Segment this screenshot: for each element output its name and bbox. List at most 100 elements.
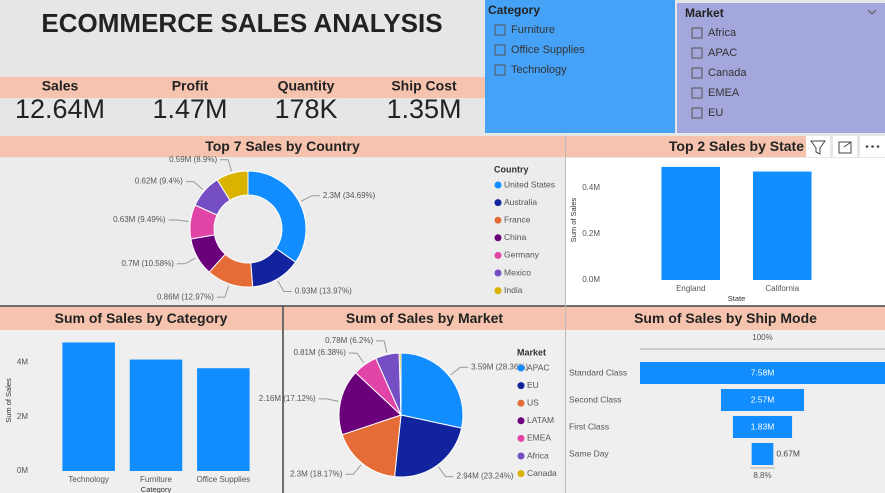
category-label: Standard Class [569,367,627,377]
data-label: 0.67M [776,448,800,458]
y-axis-title: Sum of Sales [569,197,578,242]
legend-label: Mexico [504,267,531,277]
checkbox[interactable] [691,87,703,99]
market-slicer[interactable] [677,3,885,133]
chart-title: Sum of Sales by Market [346,310,504,326]
leader-line [376,340,388,353]
legend-label: EMEA [527,433,551,443]
filter-icon[interactable] [806,136,830,157]
data-label: 2.94M (23.24%) [457,472,514,481]
legend-label: LATAM [527,415,554,425]
dashboard-title: ECOMMERCE SALES ANALYSIS [41,8,442,38]
leader-line [168,219,189,222]
legend-swatch [517,417,525,425]
slicer-item[interactable]: Canada [708,67,747,79]
legend-label: United States [504,179,555,189]
checkbox[interactable] [494,64,506,76]
focus-glyph [838,141,852,154]
chart-title: Top 7 Sales by Country [205,138,360,154]
slicer-item[interactable]: EU [708,107,723,119]
legend-label: China [504,232,526,242]
data-label: 0.7M (10.58%) [122,259,175,268]
bar [197,368,250,471]
bar [62,342,115,471]
kpi-value: 1.35M [386,94,461,124]
slice [216,170,249,201]
data-label: 0.86M (12.97%) [157,292,214,301]
legend-swatch [494,269,502,277]
slice [393,414,463,478]
data-label: 0.59M (8.9%) [169,155,217,164]
leader-line [348,352,365,364]
state-panel [566,158,885,306]
category-slicer[interactable] [485,0,675,133]
visual-header [0,307,282,330]
x-tick-label: Technology [68,475,108,484]
dot [871,145,874,148]
slice [341,414,402,478]
legend-swatch [517,399,525,407]
y-tick-label: 0M [17,466,28,475]
slice [338,372,402,436]
kpi-label: Quantity [278,78,335,94]
checkbox[interactable] [691,27,703,39]
checkbox[interactable] [691,67,703,79]
slice [398,352,402,416]
y-tick-label: 0.4M [582,183,600,192]
slicer-item[interactable]: Office Supplies [511,44,585,56]
leader-line [216,285,230,298]
kpi-value: 178K [274,94,337,124]
legend-swatch [494,181,502,189]
kpi-label: Sales [42,78,79,94]
y-tick-label: 0.2M [582,229,600,238]
legend-title: Market [517,347,546,357]
y-tick-label: 4M [17,358,28,367]
slicer-title: Market [685,6,724,20]
checkbox[interactable] [691,107,703,119]
x-tick-label: California [765,284,799,293]
slicer-item[interactable]: Furniture [511,24,555,36]
checkbox[interactable] [494,44,506,56]
legend-swatch [517,364,525,372]
legend-swatch [517,470,525,478]
leader-line [318,398,339,402]
y-tick-label: 0.0M [582,275,600,284]
data-label: 1.83M [751,421,775,431]
kpi-value: 1.47M [152,94,227,124]
chart-title: Sum of Sales by Ship Mode [634,310,817,326]
checkbox[interactable] [691,47,703,59]
data-label: 0.81M (6.38%) [293,348,346,357]
legend-swatch [494,287,502,295]
legend-title: Country [494,164,529,174]
slicer-item[interactable]: APAC [708,47,737,59]
checkbox[interactable] [494,24,506,36]
data-label: 7.58M [751,367,775,377]
slicer-item[interactable]: Africa [708,27,737,39]
x-tick-label: England [676,284,705,293]
slicer-item[interactable]: EMEA [708,87,740,99]
legend-swatch [494,234,502,242]
legend-label: US [527,397,539,407]
kpi-label: Profit [172,78,209,94]
chart-title: Sum of Sales by Category [55,310,228,326]
funnel-bar [720,389,805,411]
filter-glyph [810,140,826,155]
x-tick-label: Furniture [140,475,173,484]
category-label: Same Day [569,448,609,458]
bar [752,171,812,280]
funnel-bar [732,416,793,438]
kpi-label: Ship Cost [391,78,457,94]
legend-swatch [517,382,525,390]
leader-line [220,159,232,172]
slicer-item[interactable]: Technology [511,64,567,76]
chart-title: Top 2 Sales by State [669,138,804,154]
legend-swatch [494,199,502,207]
legend-label: Germany [504,250,540,260]
legend-label: Australia [504,197,537,207]
legend-label: Canada [527,468,557,478]
dropdown-chevron[interactable] [867,9,877,15]
slicer-title: Category [488,3,540,17]
leader-line [176,257,196,265]
legend-label: APAC [527,362,550,372]
